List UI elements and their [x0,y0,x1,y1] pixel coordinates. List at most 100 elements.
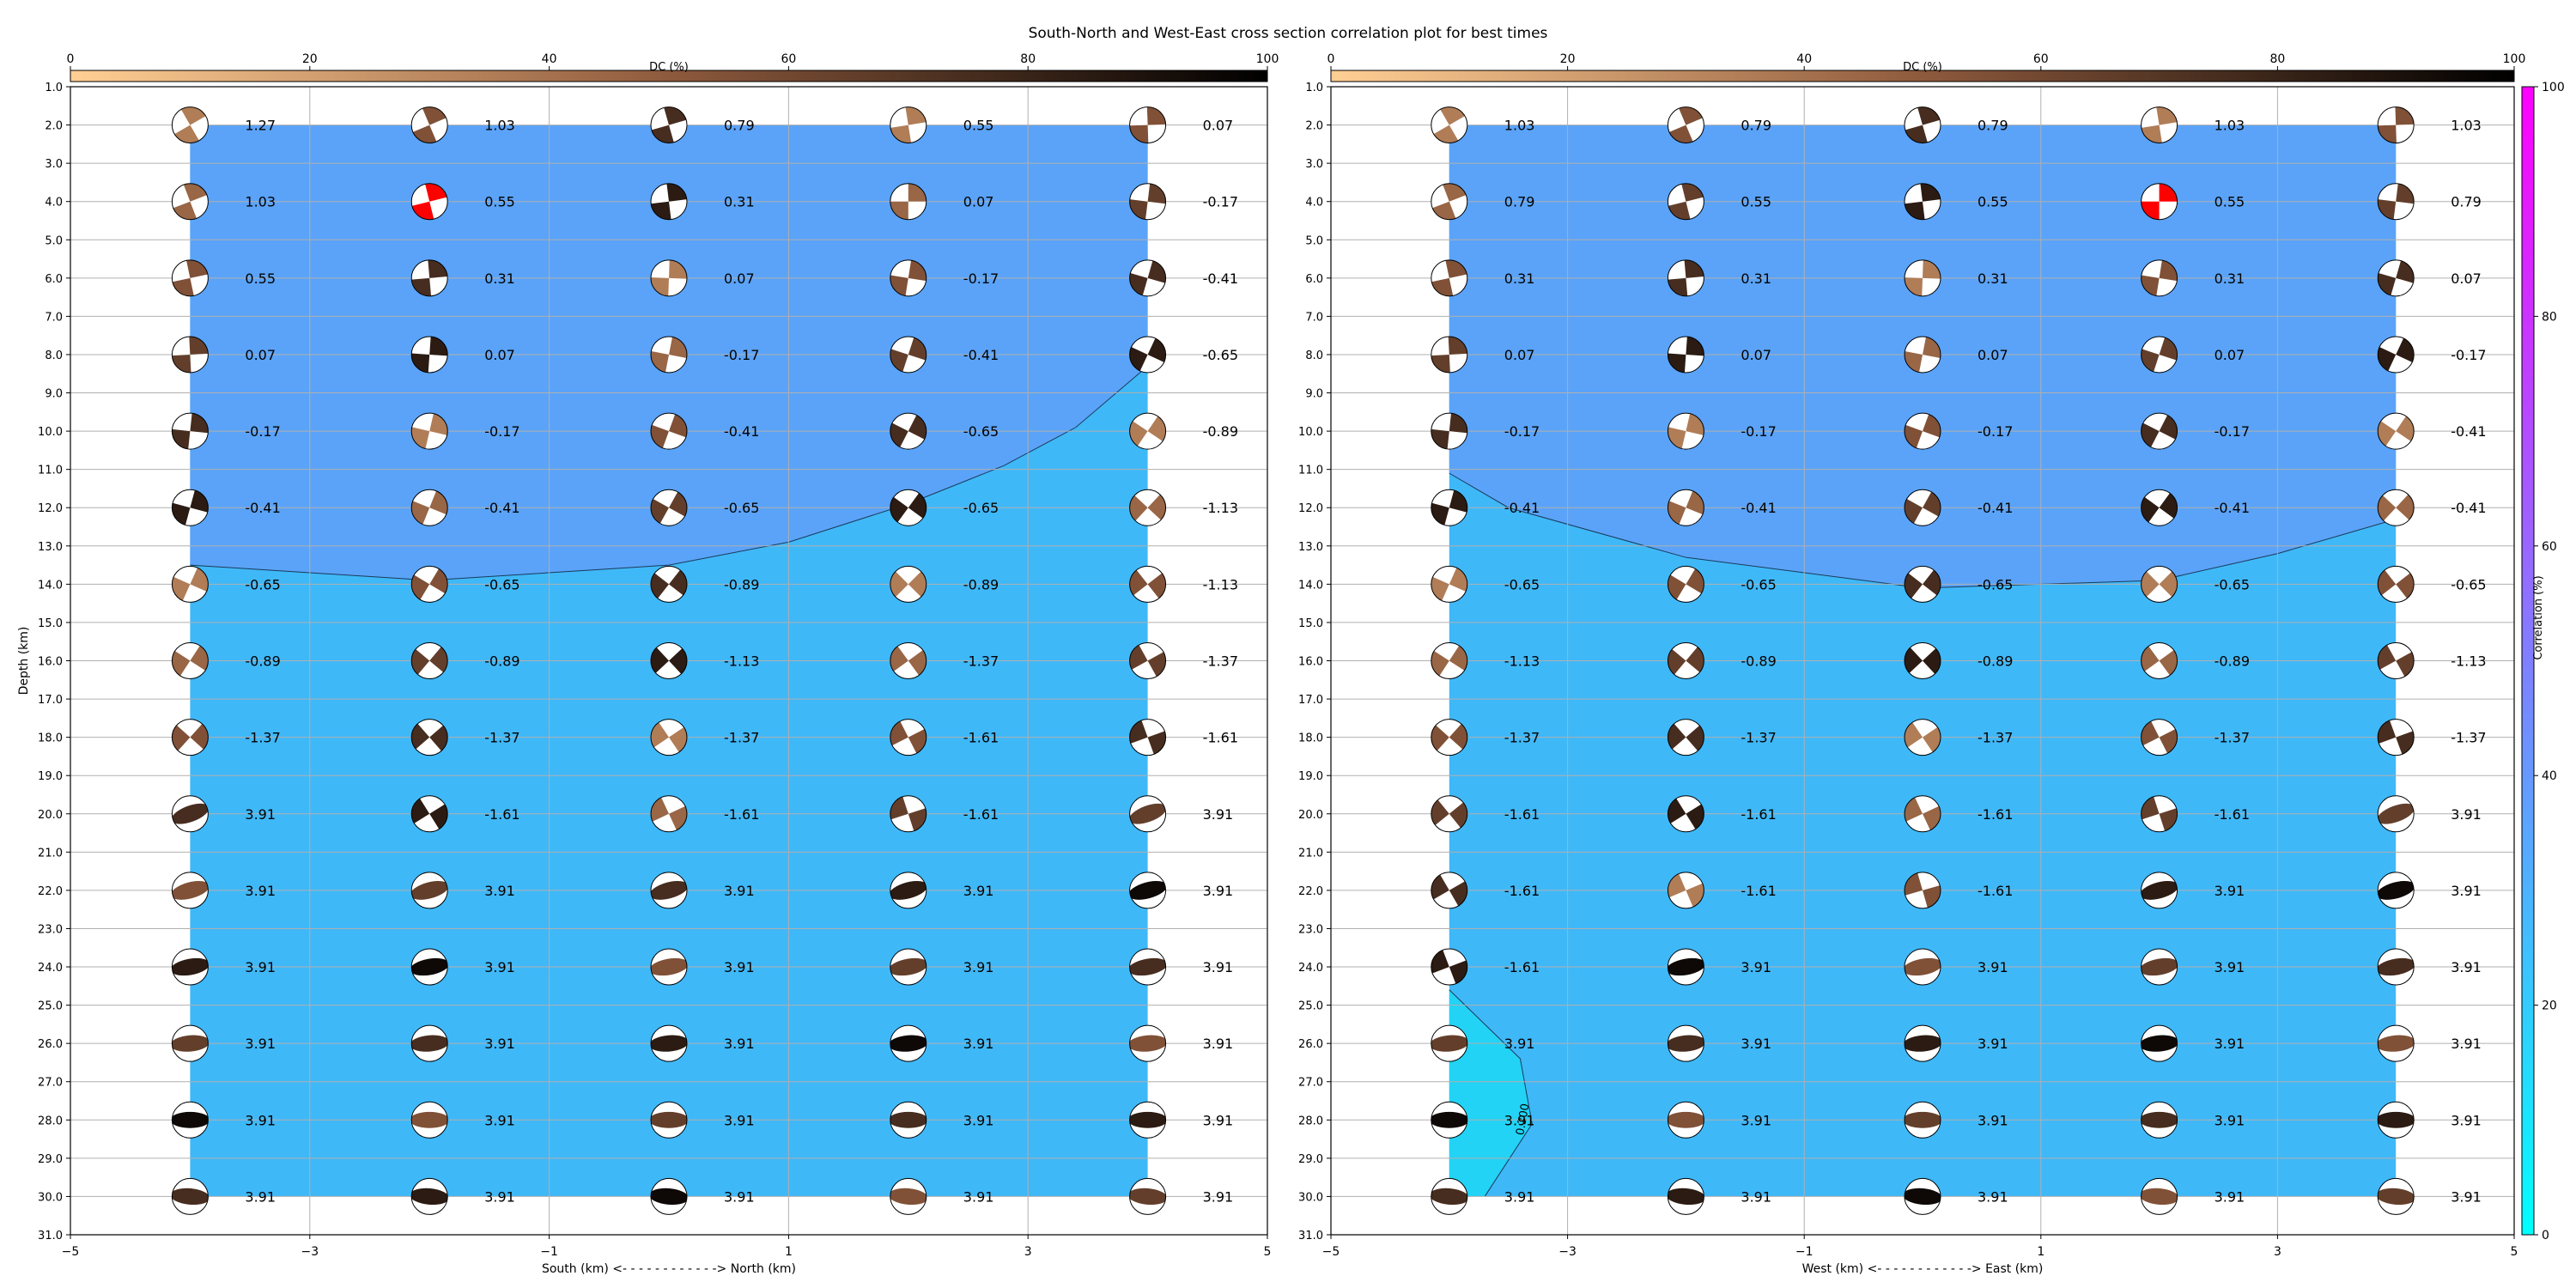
correlation-colorbar-bar [2521,86,2535,1236]
beachball-marker [410,872,449,909]
correlation-value-label: -0.17 [724,347,759,363]
beachball-marker [1666,1177,1706,1215]
correlation-value-label: 0.07 [724,270,755,287]
beachball-marker [1901,336,1944,374]
correlation-value-label: 3.91 [2451,1112,2482,1128]
correlation-value-label: -0.41 [1504,500,1540,516]
correlation-value-label: -1.13 [1203,576,1238,592]
beachball-marker [643,719,695,756]
dc-tick-label: 100 [2503,52,2526,66]
beachball-marker [888,948,928,986]
y-tick-label: 21.0 [38,847,63,860]
correlation-value-label: 3.91 [963,959,994,975]
correlation-value-label: 3.91 [245,1188,276,1205]
correlation-value-label: -1.61 [1203,730,1238,746]
correlation-value-label: 3.91 [963,1036,994,1052]
correlation-value-label: -1.37 [2451,730,2486,746]
correlation-value-label: -0.17 [1203,194,1238,210]
correlation-value-label: 0.55 [245,270,276,287]
dc-colorbars: 0 20 40 60 80 100 DC (%) 0 20 40 60 80 100 DC (%) [67,52,2526,82]
correlation-value-label: 1.03 [2451,118,2482,134]
beachball-marker [884,719,933,756]
correlation-value-label: 3.91 [245,883,276,899]
beachball-marker [2376,948,2416,986]
correlation-value-label: 1.03 [2215,118,2245,134]
correlation-value-label: 0.07 [2215,347,2245,363]
dc-tick-label: 20 [302,52,318,66]
correlation-value-label: -0.41 [963,347,999,363]
correlation-value-label: 0.31 [1504,270,1535,287]
dc-tick-label: 0 [67,52,75,66]
x-tick-label: −3 [301,1245,319,1259]
y-tick-label: 27.0 [38,1077,63,1090]
correlation-value-label: 3.91 [1978,1112,2008,1128]
beachball-marker [2377,1101,2415,1139]
beachball-marker [1127,1024,1168,1062]
correlation-value-label: 0.55 [484,194,515,210]
correlation-value-label: -0.89 [1741,653,1776,670]
correlation-value-label: -1.61 [724,806,759,823]
y-tick-label: 9.0 [1305,388,1323,401]
correlation-value-label: 0.31 [1741,270,1771,287]
beachball-marker [889,1177,928,1215]
beachball-marker [889,872,928,909]
y-tick-label: 20.0 [1298,809,1323,822]
y-tick-label: 6.0 [1305,273,1323,286]
beachball-marker [1662,872,1710,909]
correlation-value-label: 3.91 [724,1036,755,1052]
correlation-value-label: 3.91 [1504,1112,1535,1128]
y-tick-label: 16.0 [1298,656,1323,669]
correlation-value-label: 0.07 [1741,347,1771,363]
beachball-marker [170,1024,210,1062]
correlation-value-label: 0.55 [1741,194,1771,210]
correlation-value-label: -0.65 [2451,576,2486,592]
beachball-marker [2141,183,2178,221]
y-tick-label: 30.0 [38,1191,63,1204]
correlation-tick-label: 80 [2542,310,2557,324]
correlation-value-label: 3.91 [724,1188,755,1205]
dc-tick-label: 0 [1327,52,1335,66]
beachball-marker [646,412,692,450]
x-tick-label: −1 [540,1245,558,1259]
correlation-value-label: 3.91 [1203,883,1234,899]
y-tick-label: 31.0 [1298,1230,1323,1242]
correlation-tick-label: 0 [2542,1229,2549,1242]
y-tick-label: 28.0 [38,1115,63,1127]
beachball-marker [2376,872,2415,909]
correlation-value-label: 3.91 [963,1112,994,1128]
correlation-value-label: -0.41 [1978,500,2013,516]
x-axis-label: South (km) <- - - - - - - - - - - -> Nor… [542,1262,796,1276]
beachball-marker [1903,948,1942,986]
y-tick-label: 24.0 [38,962,63,975]
correlation-value-label: 3.91 [1741,1112,1771,1128]
y-tick-label: 23.0 [1298,923,1323,936]
beachball-marker [408,412,452,450]
beachball-marker [1430,1177,1469,1215]
beachball-marker [1127,948,1168,986]
beachball-marker [1904,181,1941,222]
beachball-marker [410,1024,449,1062]
correlation-value-label: -0.65 [245,576,280,592]
x-tick-label: 5 [1264,1245,1272,1259]
correlation-value-label: -0.89 [245,653,280,670]
correlation-value-label: 3.91 [245,959,276,975]
correlation-value-label: 0.07 [484,347,515,363]
correlation-value-label: 3.91 [724,1112,755,1128]
y-tick-label: 4.0 [1305,197,1323,210]
y-tick-label: 26.0 [38,1038,63,1051]
correlation-value-label: -1.61 [963,730,999,746]
correlation-value-label: -1.61 [1504,806,1540,823]
correlation-value-label: 0.55 [2215,194,2245,210]
beachball-marker [889,1024,928,1062]
correlation-value-label: -0.89 [963,576,999,592]
correlation-value-label: -0.41 [1203,270,1238,287]
correlation-value-label: 3.91 [245,806,276,823]
beachball-marker [2377,795,2415,833]
correlation-value-label: 3.91 [2215,1112,2245,1128]
south-north-panel: 1.0 2.0 3.0 4.0 5.0 6.0 7.0 8.0 9.0 10.0 11.0 12.0 1… [17,82,1271,1276]
dc-colorbar-label: DC (%) [649,61,689,74]
y-tick-label: 12.0 [38,502,63,515]
correlation-value-label: 3.91 [245,1112,276,1128]
correlation-value-label: -0.41 [484,500,519,516]
y-tick-label: 1.0 [1305,82,1323,94]
